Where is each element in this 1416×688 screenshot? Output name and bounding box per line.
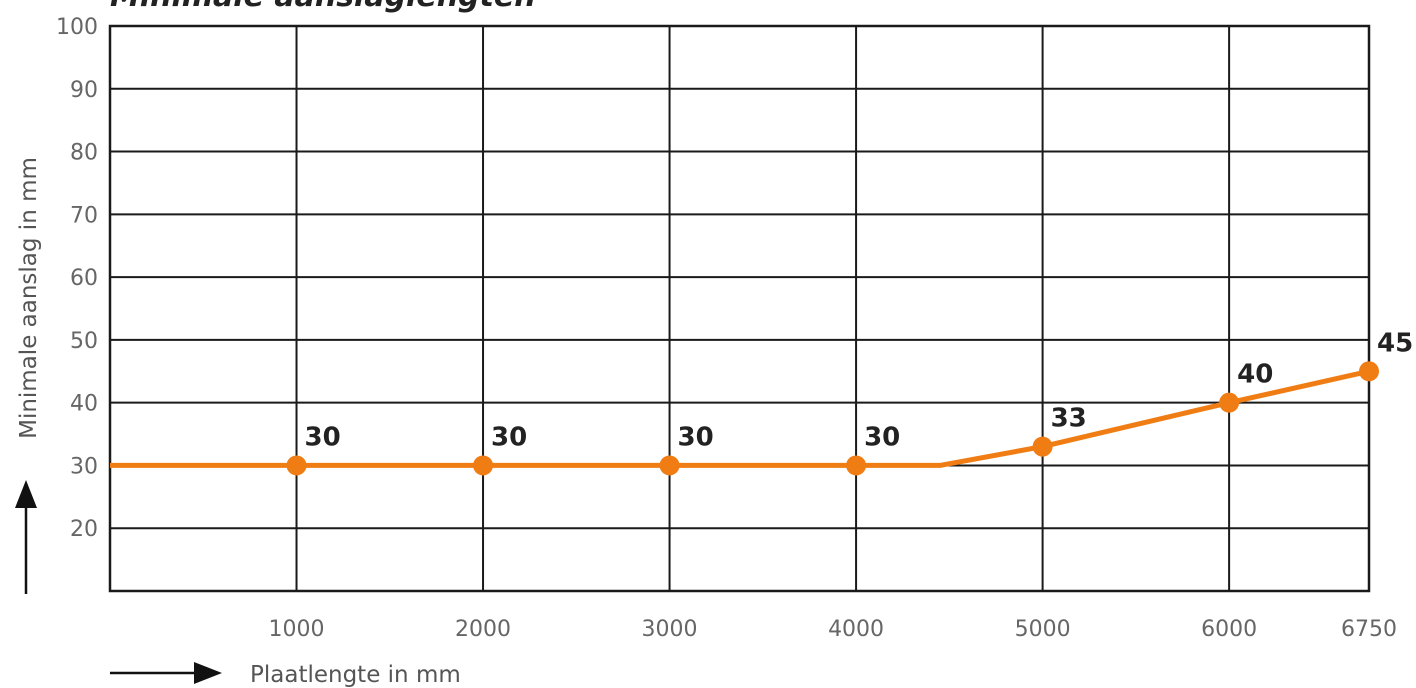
x-tick-label: 6750 [1341, 617, 1397, 642]
data-point [846, 455, 867, 476]
y-axis-ticks: 20 30 40 50 60 70 80 90 100 [56, 15, 98, 542]
y-tick-label: 30 [70, 454, 98, 479]
x-axis-title: Plaatlengte in mm [250, 662, 461, 688]
data-point [473, 455, 494, 476]
plot-frame [108, 24, 1371, 593]
y-tick-label: 40 [70, 392, 98, 417]
up-arrow-icon [15, 480, 37, 508]
data-labels: 30 30 30 30 33 40 45 [305, 328, 1414, 452]
x-tick-label: 5000 [1015, 617, 1071, 642]
y-tick-label: 60 [70, 266, 98, 291]
chart-title: Minimale aanslaglengten [110, 0, 536, 14]
data-label: 45 [1377, 328, 1413, 358]
y-tick-label: 20 [70, 517, 98, 542]
x-tick-label: 1000 [269, 617, 325, 642]
series [110, 361, 1379, 476]
y-tick-label: 80 [70, 141, 98, 166]
data-point [659, 455, 680, 476]
y-tick-label: 100 [56, 15, 98, 40]
x-tick-label: 3000 [642, 617, 698, 642]
x-tick-label: 2000 [455, 617, 511, 642]
data-point [1219, 392, 1240, 413]
data-point [286, 455, 307, 476]
x-axis-ticks: 1000 2000 3000 4000 5000 6000 6750 [269, 617, 1397, 642]
x-tick-label: 4000 [828, 617, 884, 642]
series-line [110, 368, 1370, 468]
y-axis-title: Minimale aanslag in mm [16, 157, 42, 439]
grid [108, 24, 1371, 593]
x-axis-title-group: Plaatlengte in mm [110, 662, 461, 688]
y-tick-label: 90 [70, 78, 98, 103]
x-tick-label: 6000 [1201, 617, 1257, 642]
data-point [1359, 361, 1379, 382]
right-arrow-icon [194, 662, 222, 684]
data-label: 30 [678, 422, 714, 452]
data-label: 30 [864, 422, 900, 452]
data-label: 40 [1237, 360, 1273, 390]
data-label: 30 [305, 422, 341, 452]
y-axis-title-group: Minimale aanslag in mm [15, 157, 42, 594]
y-tick-label: 70 [70, 203, 98, 228]
data-label: 30 [491, 422, 527, 452]
data-point [1032, 436, 1053, 457]
y-tick-label: 50 [70, 329, 98, 354]
data-label: 33 [1051, 404, 1087, 434]
